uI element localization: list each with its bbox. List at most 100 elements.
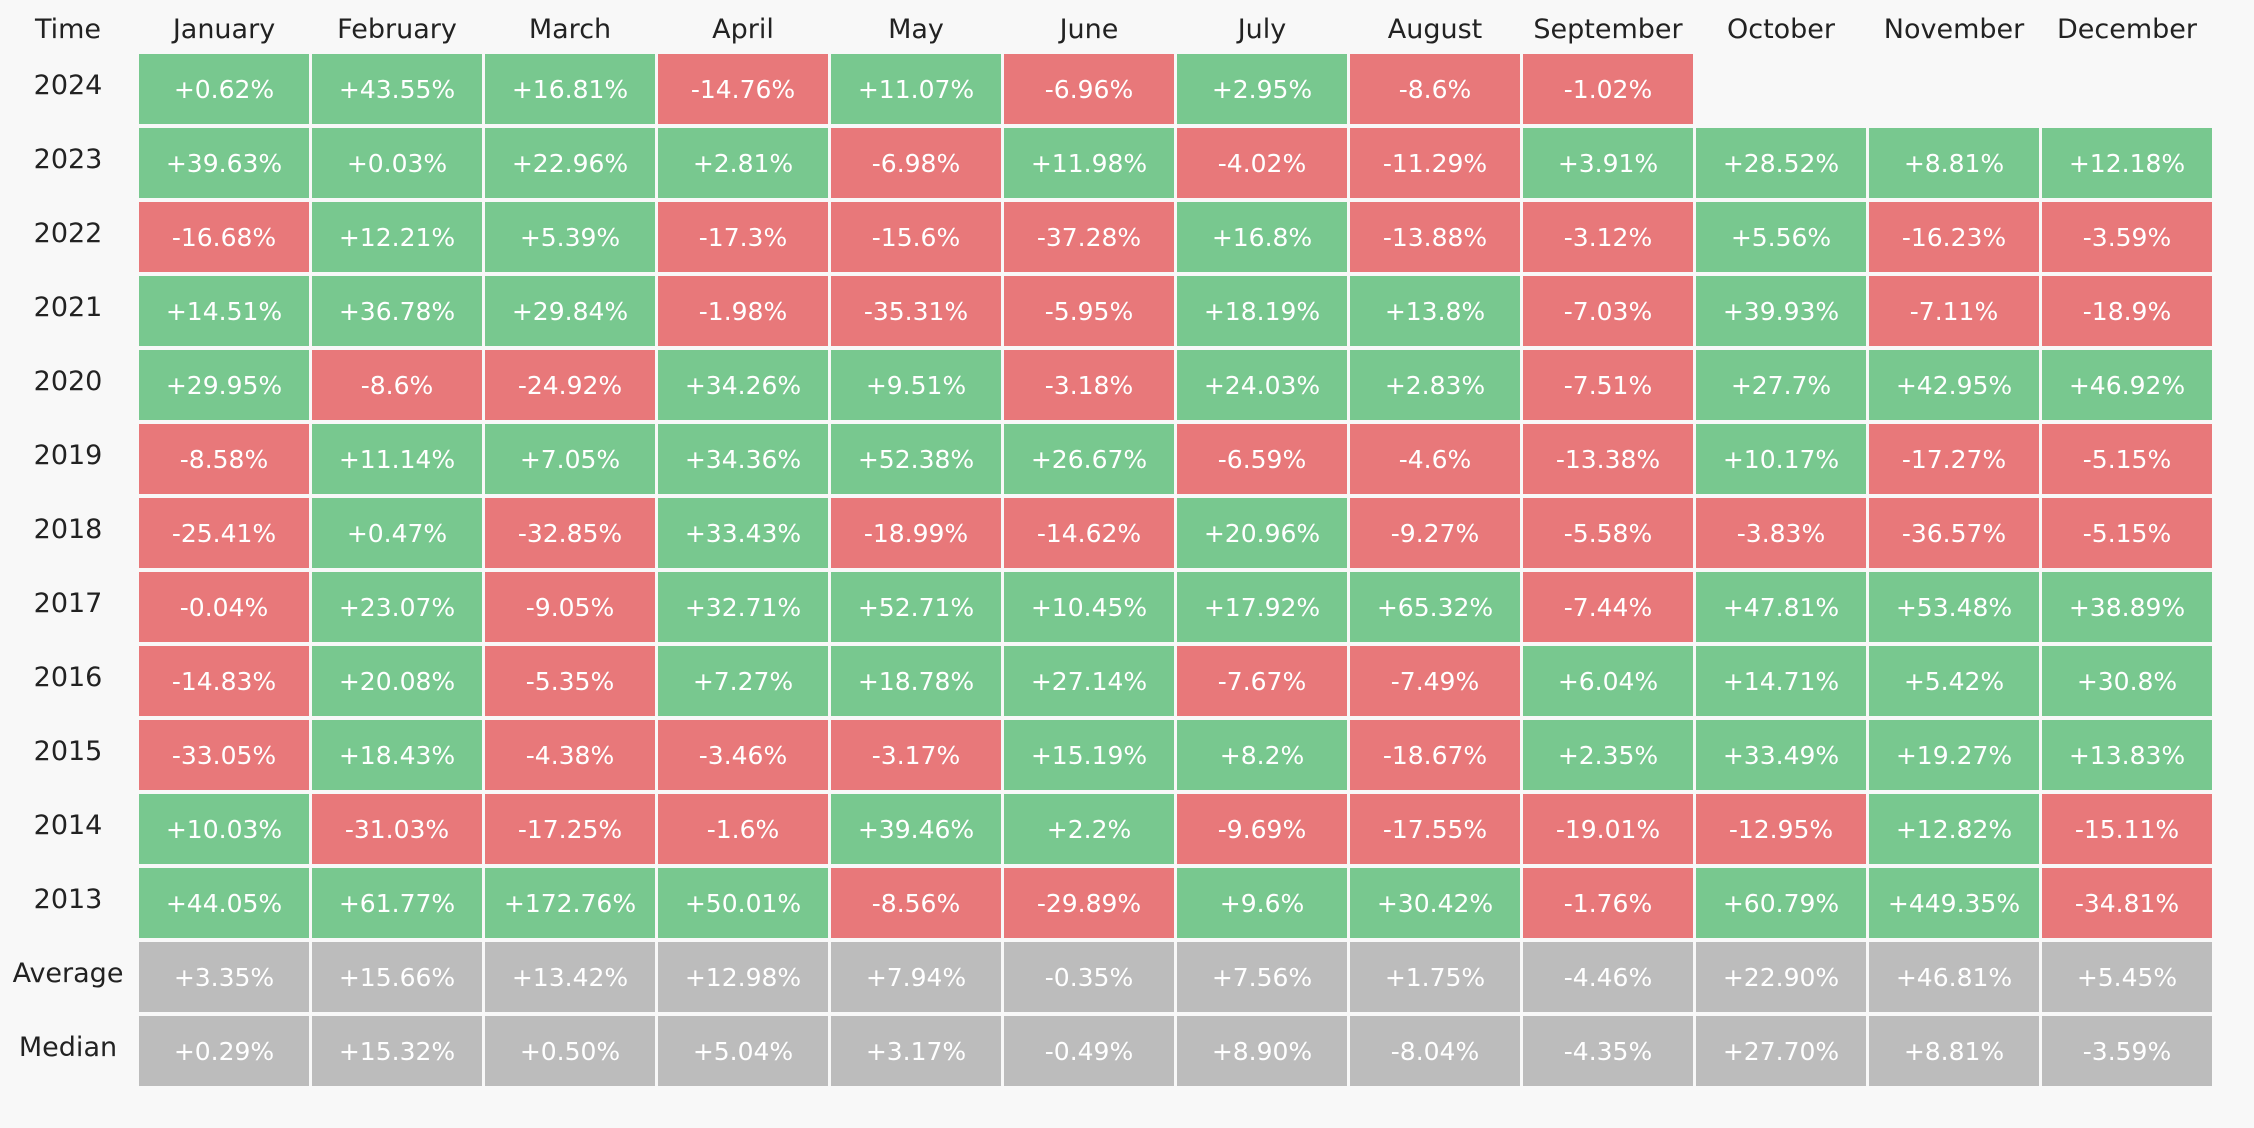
summary-cell: +27.70%: [1696, 1016, 1866, 1086]
return-cell: +18.19%: [1177, 276, 1347, 346]
summary-cell: +3.35%: [139, 942, 309, 1012]
column-header: September: [1533, 13, 1683, 45]
return-cell: +7.05%: [485, 424, 655, 494]
return-cell: -9.05%: [485, 572, 655, 642]
return-cell: +13.83%: [2042, 720, 2212, 790]
return-cell: +18.43%: [312, 720, 482, 790]
return-cell: +19.27%: [1869, 720, 2039, 790]
return-cell: -31.03%: [312, 794, 482, 864]
return-cell: -18.67%: [1350, 720, 1520, 790]
return-cell: +20.96%: [1177, 498, 1347, 568]
column-header: December: [2056, 13, 2197, 45]
return-cell: +38.89%: [2042, 572, 2212, 642]
return-cell: +2.35%: [1523, 720, 1693, 790]
return-cell: -6.59%: [1177, 424, 1347, 494]
return-cell: -17.27%: [1869, 424, 2039, 494]
column-header: March: [528, 13, 612, 45]
return-cell: +2.95%: [1177, 54, 1347, 124]
return-cell: +60.79%: [1696, 868, 1866, 938]
return-cell: -13.88%: [1350, 202, 1520, 272]
return-cell: -16.23%: [1869, 202, 2039, 272]
return-cell: +12.82%: [1869, 794, 2039, 864]
return-cell: +10.45%: [1004, 572, 1174, 642]
return-cell: -37.28%: [1004, 202, 1174, 272]
return-cell: -9.27%: [1350, 498, 1520, 568]
row-label: 2014: [33, 809, 103, 841]
return-cell: -3.18%: [1004, 350, 1174, 420]
return-cell: +9.6%: [1177, 868, 1347, 938]
return-cell: +52.71%: [831, 572, 1001, 642]
return-cell: -5.35%: [485, 646, 655, 716]
summary-cell: +8.81%: [1869, 1016, 2039, 1086]
return-cell: +2.2%: [1004, 794, 1174, 864]
row-label: 2017: [33, 587, 103, 619]
return-cell: -3.83%: [1696, 498, 1866, 568]
return-cell: +12.18%: [2042, 128, 2212, 198]
return-cell: -14.62%: [1004, 498, 1174, 568]
return-cell: -8.58%: [139, 424, 309, 494]
return-cell: -4.38%: [485, 720, 655, 790]
return-cell: +2.83%: [1350, 350, 1520, 420]
summary-cell: +12.98%: [658, 942, 828, 1012]
column-header: Time: [34, 13, 102, 45]
return-cell: -3.59%: [2042, 202, 2212, 272]
summary-cell: -4.46%: [1523, 942, 1693, 1012]
return-cell: -3.12%: [1523, 202, 1693, 272]
return-cell: -24.92%: [485, 350, 655, 420]
return-cell: +39.93%: [1696, 276, 1866, 346]
return-cell: +0.03%: [312, 128, 482, 198]
summary-cell: -0.49%: [1004, 1016, 1174, 1086]
return-cell: +11.14%: [312, 424, 482, 494]
return-cell: +53.48%: [1869, 572, 2039, 642]
return-cell: +449.35%: [1869, 868, 2039, 938]
return-cell: +23.07%: [312, 572, 482, 642]
summary-cell: +13.42%: [485, 942, 655, 1012]
summary-cell: -8.04%: [1350, 1016, 1520, 1086]
return-cell: -17.25%: [485, 794, 655, 864]
return-cell: +34.36%: [658, 424, 828, 494]
summary-cell: +15.32%: [312, 1016, 482, 1086]
return-cell: +29.95%: [139, 350, 309, 420]
return-cell: -6.96%: [1004, 54, 1174, 124]
row-label: 2021: [33, 291, 103, 323]
return-cell: -7.67%: [1177, 646, 1347, 716]
return-cell: +16.81%: [485, 54, 655, 124]
return-cell: -13.38%: [1523, 424, 1693, 494]
return-cell: -18.9%: [2042, 276, 2212, 346]
return-cell: -17.55%: [1350, 794, 1520, 864]
return-cell: +11.07%: [831, 54, 1001, 124]
return-cell: +27.7%: [1696, 350, 1866, 420]
column-header: April: [712, 13, 774, 45]
return-cell: -9.69%: [1177, 794, 1347, 864]
return-cell: +10.03%: [139, 794, 309, 864]
return-cell: -8.6%: [1350, 54, 1520, 124]
summary-cell: +7.94%: [831, 942, 1001, 1012]
summary-cell: +0.50%: [485, 1016, 655, 1086]
return-cell: +50.01%: [658, 868, 828, 938]
return-cell: +29.84%: [485, 276, 655, 346]
return-cell: -17.3%: [658, 202, 828, 272]
return-cell: -12.95%: [1696, 794, 1866, 864]
return-cell: -32.85%: [485, 498, 655, 568]
return-cell: -15.6%: [831, 202, 1001, 272]
return-cell: +7.27%: [658, 646, 828, 716]
return-cell: -1.02%: [1523, 54, 1693, 124]
return-cell: -36.57%: [1869, 498, 2039, 568]
summary-cell: +5.04%: [658, 1016, 828, 1086]
return-cell: +43.55%: [312, 54, 482, 124]
column-header: July: [1237, 13, 1287, 45]
return-cell: +52.38%: [831, 424, 1001, 494]
return-cell: -33.05%: [139, 720, 309, 790]
return-cell: +6.04%: [1523, 646, 1693, 716]
summary-cell: +1.75%: [1350, 942, 1520, 1012]
row-label: 2018: [33, 513, 103, 545]
return-cell: +27.14%: [1004, 646, 1174, 716]
column-header: October: [1726, 13, 1836, 45]
return-cell: +46.92%: [2042, 350, 2212, 420]
column-header: February: [337, 13, 457, 45]
return-cell: -25.41%: [139, 498, 309, 568]
summary-cell: -0.35%: [1004, 942, 1174, 1012]
return-cell: -8.6%: [312, 350, 482, 420]
return-cell: -8.56%: [831, 868, 1001, 938]
